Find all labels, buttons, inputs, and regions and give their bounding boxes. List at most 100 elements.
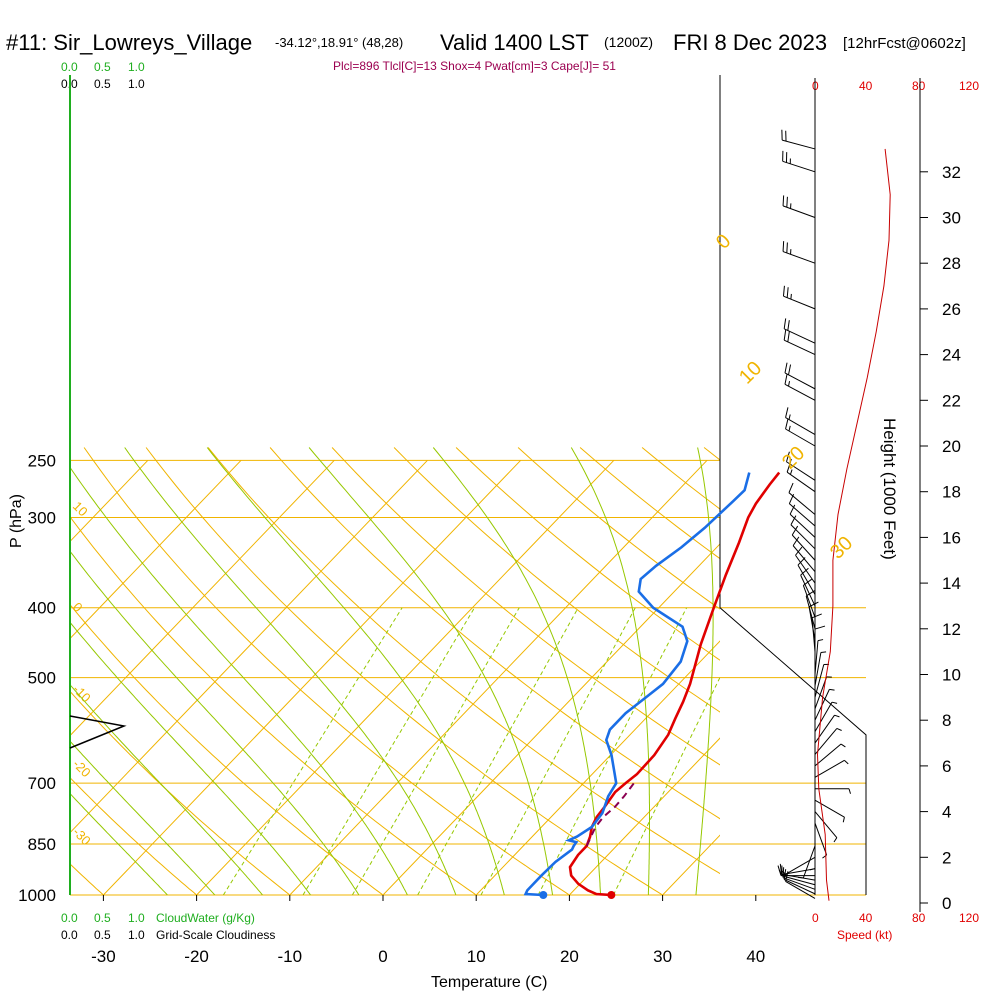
barb-flag bbox=[792, 536, 800, 546]
mixing-ratio-label: 8 bbox=[468, 903, 485, 917]
barb-half bbox=[788, 414, 791, 420]
wind-barb bbox=[781, 129, 816, 150]
barb-staff bbox=[786, 461, 816, 481]
height-tick-label: 4 bbox=[942, 803, 951, 822]
moist-adiabat--5 bbox=[70, 621, 312, 895]
pressure-tick-label: 400 bbox=[28, 599, 56, 618]
cloud-scale-top-green-0: 0.0 bbox=[61, 60, 78, 74]
barb-flag bbox=[788, 364, 792, 375]
dry-adiabat--30 bbox=[70, 863, 105, 895]
barb-staff bbox=[785, 417, 816, 436]
wind-barb bbox=[790, 515, 816, 550]
wind-barb bbox=[782, 195, 816, 218]
mixing-ratio-5 bbox=[417, 607, 579, 895]
wind-barb bbox=[792, 536, 816, 572]
barb-flag bbox=[786, 242, 788, 253]
barb-flag bbox=[783, 318, 787, 329]
pressure-tick-label: 700 bbox=[28, 774, 56, 793]
barb-flag bbox=[784, 374, 788, 385]
mixing-ratio-label: 12 bbox=[525, 896, 545, 916]
dry-adiabat-70 bbox=[393, 447, 720, 713]
moist-adiabat-0 bbox=[70, 550, 360, 895]
location-text: -34.12°,18.91° (48,28) bbox=[275, 35, 403, 50]
plot-frame bbox=[69, 75, 921, 912]
moist-adiabat--10 bbox=[70, 683, 264, 895]
dry-adiabat-140 bbox=[828, 448, 1000, 911]
dry-adiabat-lines: 10 0 -10 -20 -30 bbox=[70, 447, 1000, 911]
barb-staff bbox=[795, 554, 816, 584]
barb-staff bbox=[814, 640, 819, 675]
cloud-scale-top-black-2: 1.0 bbox=[128, 77, 145, 91]
height-tick-label: 2 bbox=[942, 848, 951, 867]
frame-slant bbox=[719, 607, 867, 895]
barb-half bbox=[836, 727, 842, 731]
wind-barb bbox=[784, 374, 816, 401]
pressure-tick-label: 1000 bbox=[18, 886, 56, 905]
barb-staff bbox=[789, 503, 816, 527]
height-tick-label: 26 bbox=[942, 300, 961, 319]
speed-tick-top-1: 40 bbox=[859, 79, 873, 93]
isotherm-10 bbox=[475, 640, 720, 895]
barb-flag bbox=[786, 287, 789, 298]
barb-half bbox=[831, 701, 838, 704]
speed-tick-bottom-2: 80 bbox=[912, 911, 926, 925]
profile-lines bbox=[523, 471, 781, 899]
barb-half bbox=[788, 425, 791, 432]
wind-barb bbox=[809, 834, 816, 871]
adiabat-label-left: -10 bbox=[70, 681, 94, 705]
barb-half bbox=[788, 380, 791, 387]
wind-barb bbox=[785, 407, 816, 436]
barb-staff bbox=[788, 492, 816, 515]
barb-staff bbox=[784, 372, 816, 390]
height-tick-label: 8 bbox=[942, 711, 951, 730]
barb-flag bbox=[783, 329, 787, 341]
barb-staff bbox=[784, 383, 816, 401]
speed-tick-top-3: 120 bbox=[959, 79, 979, 93]
isotherm--10 bbox=[289, 459, 708, 895]
speed-scale-top: 0 40 80 120 bbox=[812, 79, 979, 93]
temperature-axis-ticks: -30 -20 -10 0 10 20 30 40 bbox=[91, 895, 765, 966]
barb-flag bbox=[786, 196, 788, 208]
x-tick-label: 30 bbox=[653, 947, 672, 966]
cloud-scale-top-green-2: 1.0 bbox=[128, 60, 145, 74]
x-tick-label: -30 bbox=[91, 947, 116, 966]
mixing-ratio-8 bbox=[480, 607, 636, 895]
moist-adiabat-30 bbox=[570, 447, 650, 895]
barb-flag bbox=[789, 504, 796, 515]
barb-staff bbox=[814, 652, 822, 687]
height-tick-label: 32 bbox=[942, 163, 961, 182]
height-tick-label: 16 bbox=[942, 528, 961, 547]
dry-adiabat--20 bbox=[70, 776, 198, 895]
utc-time: (1200Z) bbox=[604, 34, 653, 50]
wind-barb bbox=[791, 525, 816, 561]
forecast-text: [12hrFcst@0602z] bbox=[843, 35, 966, 52]
barb-half bbox=[789, 469, 793, 475]
wind-barb bbox=[798, 845, 816, 879]
barb-staff bbox=[814, 799, 845, 818]
height-tick-label: 14 bbox=[942, 574, 961, 593]
barb-flag bbox=[786, 451, 790, 462]
barb-staff bbox=[814, 822, 828, 856]
adiabat-label-left: 0 bbox=[70, 599, 86, 615]
isotherm-50 bbox=[849, 460, 1000, 895]
speed-tick-bottom-3: 120 bbox=[959, 911, 979, 925]
barb-staff bbox=[797, 564, 816, 595]
adiabat-label-right: 20 bbox=[778, 442, 809, 473]
adiabat-label-right: 0 bbox=[712, 230, 735, 253]
isotherm--50 bbox=[70, 459, 335, 737]
series-temperature bbox=[568, 471, 781, 897]
pressure-tick-label: 250 bbox=[28, 451, 56, 470]
pressure-tick-label: 500 bbox=[28, 669, 56, 688]
mixing-ratio-lines: 1 2 3 5 8 12 20 bbox=[222, 607, 720, 917]
dry-adiabat-50 bbox=[269, 447, 720, 820]
wind-barb bbox=[786, 451, 816, 481]
barb-flag bbox=[784, 362, 788, 374]
cloud-scale-top: 0.0 0.5 1.0 0.0 0.5 1.0 bbox=[61, 60, 145, 91]
barb-staff bbox=[782, 877, 816, 890]
wind-barb bbox=[782, 285, 816, 310]
x-axis-label: Temperature (C) bbox=[431, 974, 547, 991]
adiabat-label-left: -30 bbox=[70, 824, 94, 848]
x-tick-label: 20 bbox=[560, 947, 579, 966]
barb-staff bbox=[792, 545, 816, 572]
